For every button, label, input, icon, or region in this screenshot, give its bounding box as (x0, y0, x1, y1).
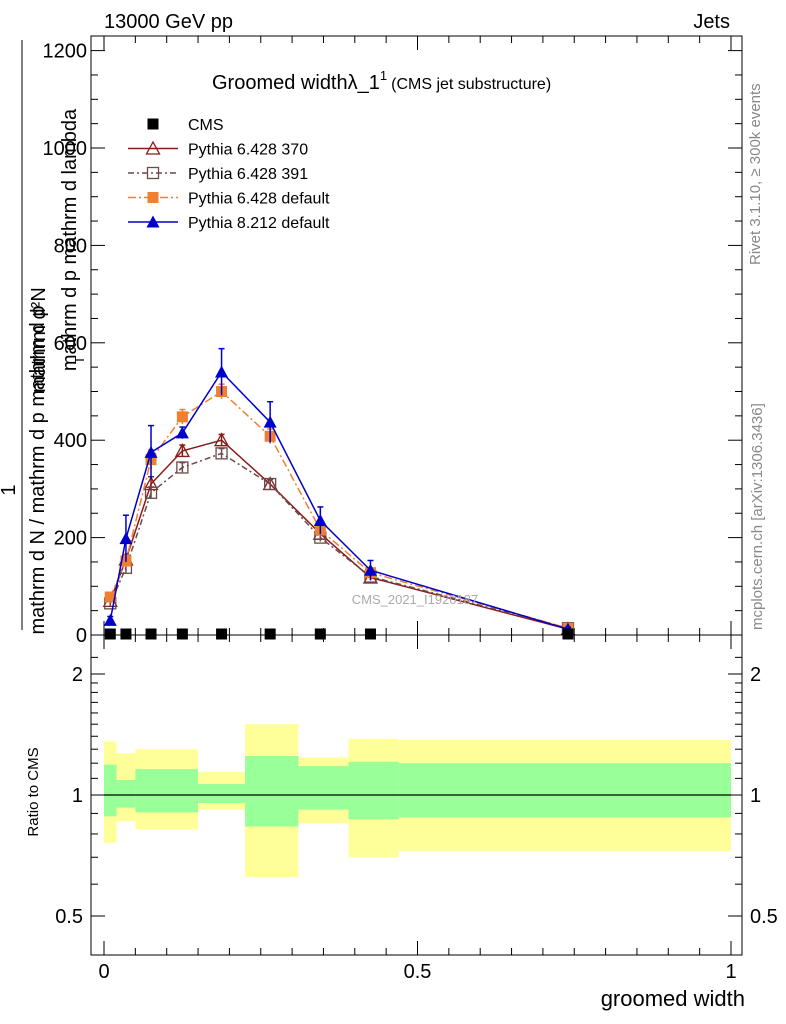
data-point (264, 628, 276, 640)
legend-marker (146, 166, 160, 180)
legend-entry: Pythia 6.428 370 (128, 140, 308, 159)
legend-marker (147, 192, 159, 203)
series-pythia-6-428-391 (104, 447, 575, 635)
data-point (215, 447, 228, 460)
x-tick-label: 0.5 (404, 961, 432, 983)
data-point (175, 426, 189, 439)
legend-entry: Pythia 6.428 default (128, 191, 330, 208)
stat-uncertainty-band (348, 761, 399, 820)
data-point (119, 532, 133, 545)
energy-label: 13000 GeV pp (104, 11, 233, 33)
mcplots-label: mcplots.cern.ch [arXiv:1306.3436] (749, 403, 766, 630)
stat-uncertainty-band (104, 764, 117, 817)
ylabel-inner-denominator: mathrm d p mathrm d lambda (59, 108, 81, 371)
chart-title-text: Groomed widthλ_1 (212, 72, 380, 94)
ratio-axes: 0.5 0.5 1 1 2 2 0 0.5 1 (55, 635, 778, 983)
legend-label: Pythia 8.212 default (188, 215, 330, 232)
main-axes: 0 200 400 600 800 1000 1200 (43, 36, 742, 647)
y-tick-label: 1000 (43, 138, 88, 160)
stat-uncertainty-band (135, 769, 199, 813)
ylabel-sub: T (72, 356, 87, 364)
data-point (263, 415, 277, 428)
data-point (363, 563, 377, 576)
x-tick-label: 1 (725, 961, 736, 983)
data-point (104, 628, 116, 640)
legend-marker (147, 118, 159, 130)
legend-entry: Pythia 8.212 default (128, 215, 330, 232)
ylabel-outer-numerator: 1 (0, 484, 20, 495)
data-point (104, 591, 116, 603)
watermark: CMS_2021_I1920187 (352, 592, 479, 607)
ratio-y-tick-label: 0.5 (55, 906, 83, 928)
data-point (216, 628, 228, 640)
ratio-y-tick-label-right: 1 (750, 785, 761, 807)
stat-uncertainty-band (398, 763, 731, 818)
data-point (103, 613, 117, 626)
legend-label: Pythia 6.428 default (188, 191, 330, 208)
series-pythia-6-428-default (104, 383, 574, 634)
ratio-bands (104, 724, 731, 878)
chart-subtitle: (CMS jet substructure) (391, 76, 551, 93)
rivet-label: Rivet 3.1.10, ≥ 300k events (747, 83, 764, 265)
series-cms (104, 628, 574, 640)
legend-label: Pythia 6.428 391 (188, 166, 308, 183)
data-point (176, 628, 188, 640)
legend-marker (145, 140, 161, 155)
ratio-ylabel: Ratio to CMS (25, 747, 42, 836)
data-point (213, 432, 230, 447)
data-point (176, 411, 188, 423)
series-line (109, 390, 569, 629)
data-point (314, 628, 326, 640)
x-axis-label: groomed width (601, 986, 745, 1011)
ratio-y-tick-label: 1 (72, 785, 83, 807)
y-tick-label: 1200 (43, 41, 88, 63)
series-pythia-6-428-370 (102, 432, 576, 636)
series-line (109, 439, 569, 630)
process-label: Jets (693, 11, 730, 33)
data-point (215, 365, 229, 378)
main-ylabel: mathrm d²N 1 mathrm d N / mathrm d p mat… (0, 40, 87, 634)
legend-marker (146, 215, 160, 228)
ratio-y-tick-label-right: 0.5 (750, 906, 778, 928)
stat-uncertainty-band (298, 766, 349, 810)
data-point (144, 445, 158, 458)
stat-uncertainty-band (198, 784, 246, 804)
data-point (313, 514, 327, 527)
legend-label: Pythia 6.428 370 (188, 142, 308, 159)
chart-title: Groomed widthλ_11 (CMS jet substructure) (212, 68, 551, 94)
data-point (176, 461, 189, 474)
ylabel-outer-denominator: mathrm d N / mathrm d p mathrm d p (27, 306, 49, 635)
legend-entry: CMS (147, 117, 224, 134)
y-tick-label: 0 (76, 625, 87, 647)
legend-entry: Pythia 6.428 391 (128, 166, 308, 183)
series-line (109, 370, 569, 630)
y-tick-label: 200 (54, 528, 87, 550)
x-tick-label: 0 (98, 961, 109, 983)
data-point (364, 628, 376, 640)
main-series (102, 347, 576, 640)
data-point (120, 628, 132, 640)
y-tick-label: 400 (54, 430, 87, 452)
data-point (264, 477, 277, 491)
data-point (174, 443, 190, 458)
data-point (145, 628, 157, 640)
legend: CMS Pythia 6.428 370 Pythia 6.428 391 Pythi… (128, 117, 330, 232)
chart-title-sup: 1 (380, 68, 387, 83)
ratio-y-tick-label: 2 (72, 664, 83, 686)
ratio-y-tick-label-right: 2 (750, 664, 761, 686)
legend-label: CMS (188, 117, 224, 134)
ylabel-numerator: mathrm d²N (28, 287, 50, 393)
y-tick-label: 600 (54, 333, 87, 355)
series-pythia-8-212-default (103, 347, 575, 635)
data-point (144, 486, 158, 499)
stat-uncertainty-band (116, 779, 136, 808)
y-tick-label: 800 (54, 235, 87, 257)
stat-uncertainty-band (245, 756, 299, 827)
data-point (562, 628, 574, 640)
series-line (109, 452, 569, 629)
